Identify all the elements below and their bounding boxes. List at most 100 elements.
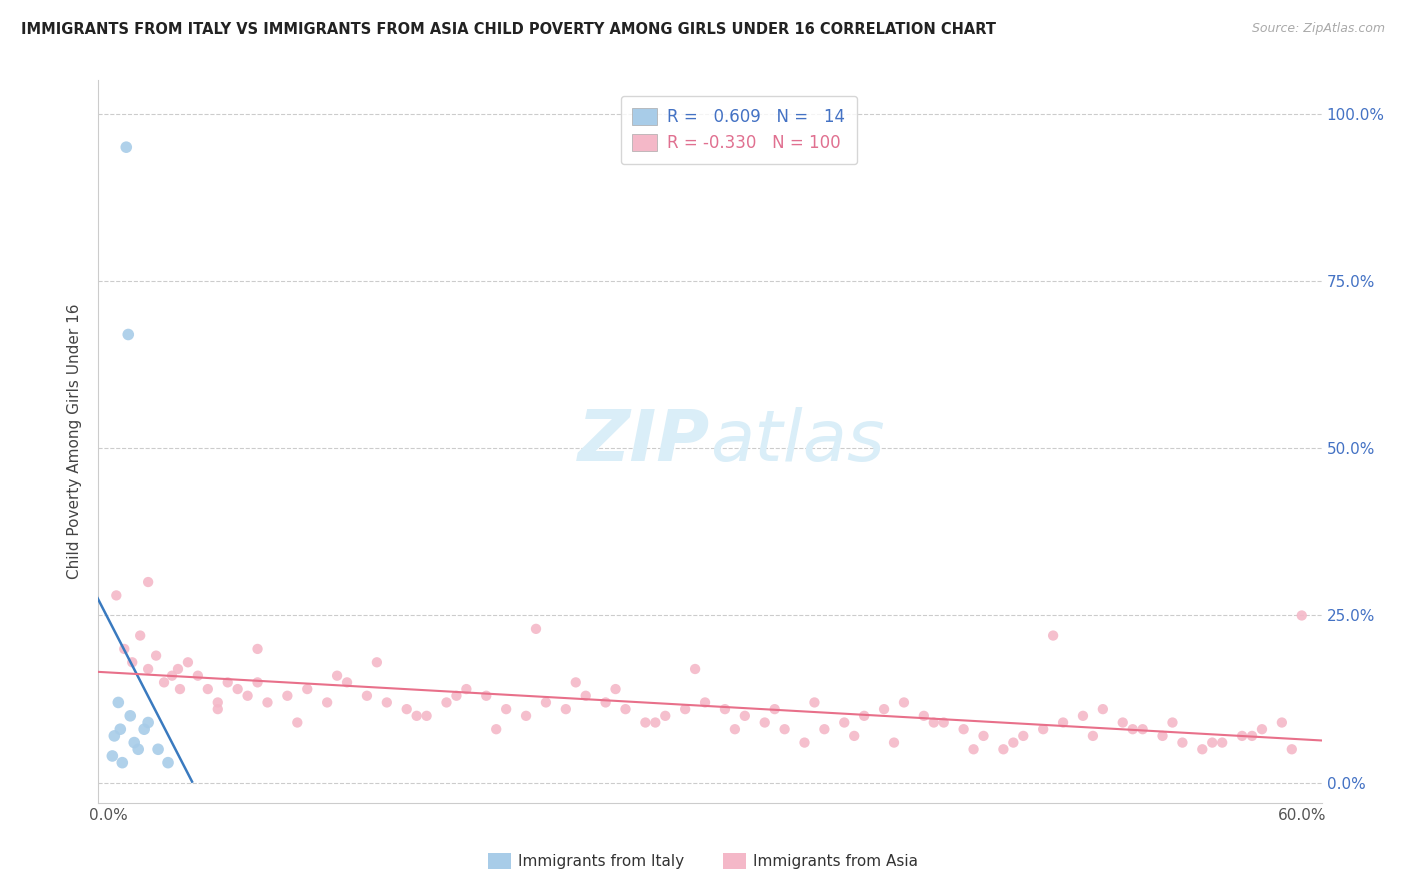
Point <box>207 702 229 716</box>
Point <box>112 642 135 657</box>
Point <box>145 648 167 663</box>
Point <box>297 681 319 696</box>
Point <box>475 689 498 703</box>
Point <box>226 681 249 696</box>
Point <box>160 669 183 683</box>
Point <box>217 675 239 690</box>
Point <box>127 742 149 756</box>
Point <box>117 327 139 342</box>
Point <box>853 708 876 723</box>
Point <box>1201 735 1223 749</box>
Point <box>844 729 866 743</box>
Point <box>246 642 269 657</box>
Point <box>803 696 825 710</box>
Point <box>1171 735 1194 749</box>
Point <box>366 655 388 669</box>
Point <box>1271 715 1294 730</box>
Point <box>793 735 815 749</box>
Point <box>1161 715 1184 730</box>
Point <box>236 689 259 703</box>
Point <box>595 696 617 710</box>
Point <box>375 696 398 710</box>
Point <box>276 689 298 703</box>
Point <box>644 715 666 730</box>
Point <box>734 708 756 723</box>
Point <box>1191 742 1213 756</box>
Point <box>111 756 134 770</box>
Point <box>922 715 945 730</box>
Point <box>952 723 974 737</box>
Point <box>1291 608 1313 623</box>
Point <box>693 696 716 710</box>
Point <box>1240 729 1263 743</box>
Point <box>912 708 935 723</box>
Point <box>763 702 786 716</box>
Point <box>1071 708 1094 723</box>
Point <box>136 715 159 730</box>
Point <box>1091 702 1114 716</box>
Y-axis label: Child Poverty Among Girls Under 16: Child Poverty Among Girls Under 16 <box>67 304 83 579</box>
Point <box>605 681 627 696</box>
Point <box>1112 715 1135 730</box>
Point <box>893 696 915 710</box>
Point <box>405 708 427 723</box>
Point <box>326 669 349 683</box>
Point <box>1012 729 1035 743</box>
Point <box>153 675 176 690</box>
Point <box>1281 742 1303 756</box>
Point <box>773 723 796 737</box>
Point <box>167 662 190 676</box>
Point <box>754 715 776 730</box>
Point <box>714 702 737 716</box>
Point <box>107 696 129 710</box>
Point <box>169 681 191 696</box>
Text: atlas: atlas <box>710 407 884 476</box>
Point <box>356 689 378 703</box>
Point <box>1032 723 1054 737</box>
Point <box>1211 735 1233 749</box>
Point <box>932 715 955 730</box>
Point <box>256 696 278 710</box>
Point <box>197 681 219 696</box>
Point <box>110 723 132 737</box>
Point <box>673 702 696 716</box>
Point <box>1122 723 1144 737</box>
Point <box>136 574 159 589</box>
Point <box>115 140 138 154</box>
Point <box>122 735 145 749</box>
Point <box>575 689 598 703</box>
Point <box>534 696 557 710</box>
Point <box>187 669 209 683</box>
Point <box>146 742 169 756</box>
Point <box>883 735 905 749</box>
Point <box>336 675 359 690</box>
Point <box>565 675 588 690</box>
Point <box>962 742 984 756</box>
Point <box>524 622 547 636</box>
Point <box>157 756 180 770</box>
Point <box>813 723 835 737</box>
Point <box>554 702 576 716</box>
Point <box>395 702 418 716</box>
Point <box>634 715 657 730</box>
Point <box>1132 723 1154 737</box>
Point <box>724 723 747 737</box>
Point <box>1042 628 1064 642</box>
Point <box>134 723 156 737</box>
Point <box>1152 729 1174 743</box>
Point <box>207 696 229 710</box>
Legend: Immigrants from Italy, Immigrants from Asia: Immigrants from Italy, Immigrants from A… <box>482 847 924 875</box>
Point <box>1230 729 1253 743</box>
Point <box>495 702 517 716</box>
Point <box>1251 723 1274 737</box>
Point <box>654 708 676 723</box>
Point <box>973 729 995 743</box>
Point <box>177 655 200 669</box>
Point <box>1081 729 1104 743</box>
Point <box>873 702 896 716</box>
Text: Source: ZipAtlas.com: Source: ZipAtlas.com <box>1251 22 1385 36</box>
Point <box>993 742 1015 756</box>
Text: IMMIGRANTS FROM ITALY VS IMMIGRANTS FROM ASIA CHILD POVERTY AMONG GIRLS UNDER 16: IMMIGRANTS FROM ITALY VS IMMIGRANTS FROM… <box>21 22 995 37</box>
Point <box>1002 735 1025 749</box>
Point <box>683 662 706 676</box>
